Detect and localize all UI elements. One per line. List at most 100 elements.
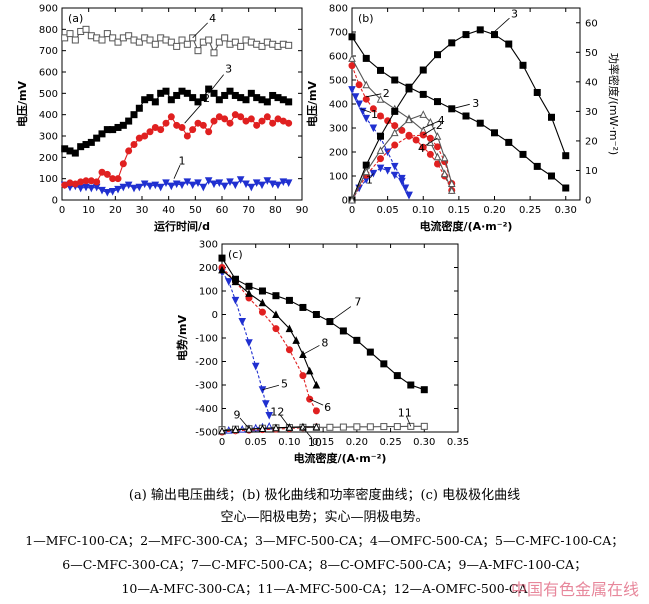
data-point	[362, 80, 371, 89]
data-point	[130, 184, 138, 193]
data-point	[339, 423, 347, 431]
data-point	[419, 66, 427, 74]
annotation-label: 2	[383, 87, 390, 100]
data-point	[258, 298, 267, 307]
x-tick-label: 30	[136, 205, 149, 216]
x-axis-label: 电流密度/(A·m⁻²)	[420, 219, 513, 233]
data-point	[426, 150, 434, 158]
data-point	[162, 119, 170, 127]
data-point	[362, 167, 371, 176]
data-point	[366, 348, 374, 356]
caption-line-1: (a) 输出电压曲线；(b) 极化曲线和功率密度曲线；(c) 电极极化曲线	[128, 488, 521, 503]
data-point	[173, 42, 181, 50]
data-point	[348, 54, 356, 62]
data-point	[426, 134, 434, 142]
data-point	[151, 40, 159, 48]
data-point	[285, 98, 293, 106]
y-tick-label: 300	[199, 240, 218, 251]
data-point	[412, 136, 420, 144]
data-point	[476, 119, 484, 127]
y-tick-label: 200	[39, 153, 58, 164]
data-point	[125, 117, 133, 125]
annotation-leader	[366, 93, 382, 98]
data-point	[305, 366, 314, 375]
data-point	[533, 162, 541, 170]
annotation-label: 1	[366, 173, 373, 186]
data-point	[194, 179, 202, 188]
data-point	[103, 189, 112, 197]
y-tick-label: -500	[195, 428, 218, 439]
data-point	[285, 346, 293, 354]
annotation-leader	[302, 427, 313, 439]
data-point	[299, 372, 307, 380]
data-point	[61, 34, 69, 42]
data-point	[189, 94, 197, 102]
data-point	[434, 98, 441, 106]
x-tick-label: 0.05	[376, 205, 398, 216]
data-point	[237, 42, 245, 50]
data-point	[98, 36, 106, 44]
x-tick-label: 50	[189, 205, 202, 216]
x-tick-label: 0.30	[555, 205, 577, 216]
data-point	[440, 153, 449, 162]
x-tick-label: 90	[296, 205, 309, 216]
data-point	[231, 296, 240, 305]
x-tick-label: 80	[269, 205, 282, 216]
series-line	[221, 269, 317, 386]
data-point	[178, 123, 186, 131]
y-tick-label: 0	[342, 196, 348, 207]
series-7	[218, 254, 428, 394]
series-line	[351, 89, 410, 196]
data-point	[326, 423, 334, 431]
data-point	[362, 95, 370, 103]
series-line	[221, 426, 317, 432]
data-point	[258, 117, 266, 125]
data-point	[103, 170, 111, 178]
x-tick-label: 0.05	[245, 437, 267, 448]
data-point	[98, 186, 106, 195]
data-point	[245, 282, 253, 290]
data-point	[146, 128, 154, 136]
annotation-leader	[494, 17, 510, 32]
annotation-leader	[192, 22, 208, 39]
data-point	[377, 132, 384, 140]
data-point	[119, 121, 127, 129]
data-point	[205, 128, 213, 136]
data-point	[491, 129, 498, 137]
y-tick-label: 100	[199, 287, 218, 298]
y-tick-label: -100	[195, 334, 218, 345]
data-point	[353, 423, 361, 431]
data-point	[247, 89, 255, 97]
data-point	[369, 124, 378, 133]
annotation-label: 9	[233, 408, 240, 421]
data-point	[87, 184, 96, 193]
y2-tick-label: 20	[585, 136, 598, 147]
data-point	[135, 104, 143, 112]
y2-tick-label: 10	[585, 166, 598, 177]
data-point	[245, 339, 253, 347]
data-point	[348, 33, 356, 41]
data-point	[218, 265, 226, 274]
data-point	[220, 182, 229, 191]
panel-c: (c) 0 0.05 0.10 0.15 0.20 0.25 0.30 0.35 -500 -400…	[175, 240, 469, 466]
data-point	[312, 407, 320, 415]
data-point	[237, 113, 245, 121]
data-point	[419, 110, 428, 118]
data-point	[156, 183, 165, 192]
x-tick-label: 0.25	[519, 205, 541, 216]
data-point	[262, 400, 270, 408]
data-point	[215, 96, 223, 104]
data-point	[167, 182, 176, 191]
annotation-leader	[302, 345, 320, 355]
data-point	[204, 177, 213, 185]
y-tick-label: 200	[199, 263, 218, 274]
x-tick-label: 0	[349, 205, 355, 216]
x-tick-label: 40	[162, 205, 175, 216]
x-tick-label: 60	[216, 205, 229, 216]
data-point	[253, 121, 261, 129]
annotation-leader	[239, 417, 250, 429]
y-tick-label: 300	[39, 132, 58, 143]
data-point	[218, 426, 226, 435]
x-tick-label: 0.30	[413, 437, 435, 448]
